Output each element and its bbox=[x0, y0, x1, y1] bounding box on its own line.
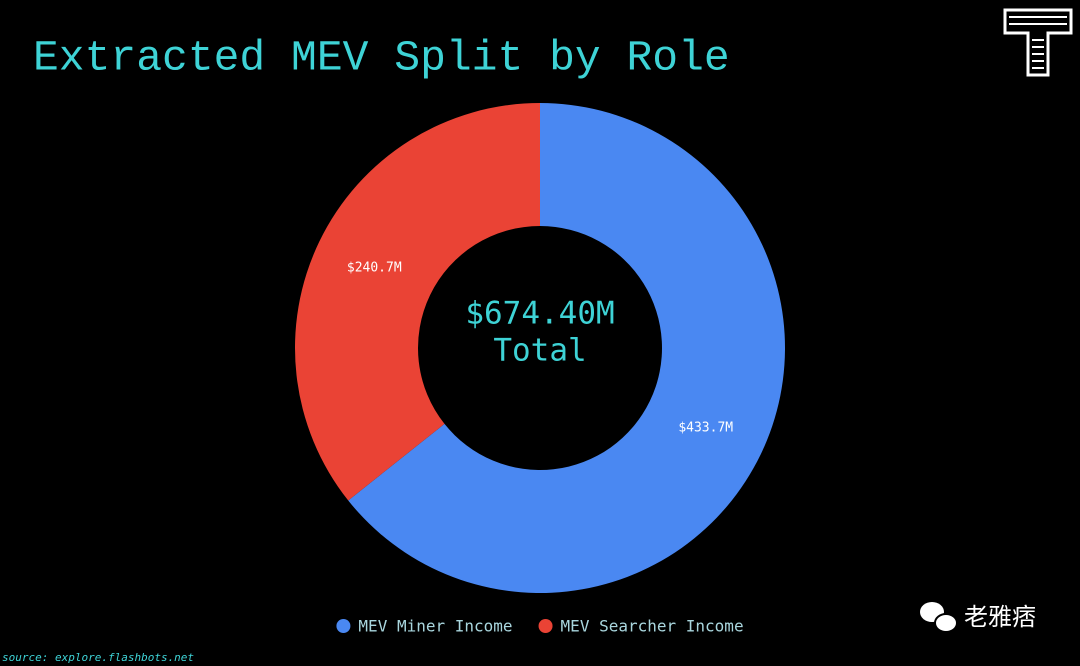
center-label: Total bbox=[493, 333, 586, 369]
donut-slice bbox=[348, 103, 785, 594]
legend-label: MEV Searcher Income bbox=[561, 617, 744, 636]
center-value: $674.40M bbox=[465, 296, 614, 332]
slice-label: $240.7M bbox=[347, 261, 402, 276]
donut-slice bbox=[295, 103, 540, 501]
watermark: 老雅痞 bbox=[964, 603, 1036, 631]
plot: $433.7M $240.7M MEV Miner Income MEV Search… bbox=[295, 103, 785, 636]
watermark-icon bbox=[920, 602, 958, 633]
chart-title: Extracted MEV Split by Role bbox=[33, 33, 730, 82]
legend-marker bbox=[336, 619, 351, 633]
logo bbox=[1003, 8, 1073, 77]
source-note: source: explore.flashbots.net bbox=[2, 651, 194, 664]
legend-label: MEV Miner Income bbox=[358, 617, 512, 636]
legend-marker bbox=[538, 619, 553, 633]
legend: MEV Miner Income MEV Searcher Income bbox=[336, 617, 744, 636]
slice-label: $433.7M bbox=[678, 420, 733, 435]
